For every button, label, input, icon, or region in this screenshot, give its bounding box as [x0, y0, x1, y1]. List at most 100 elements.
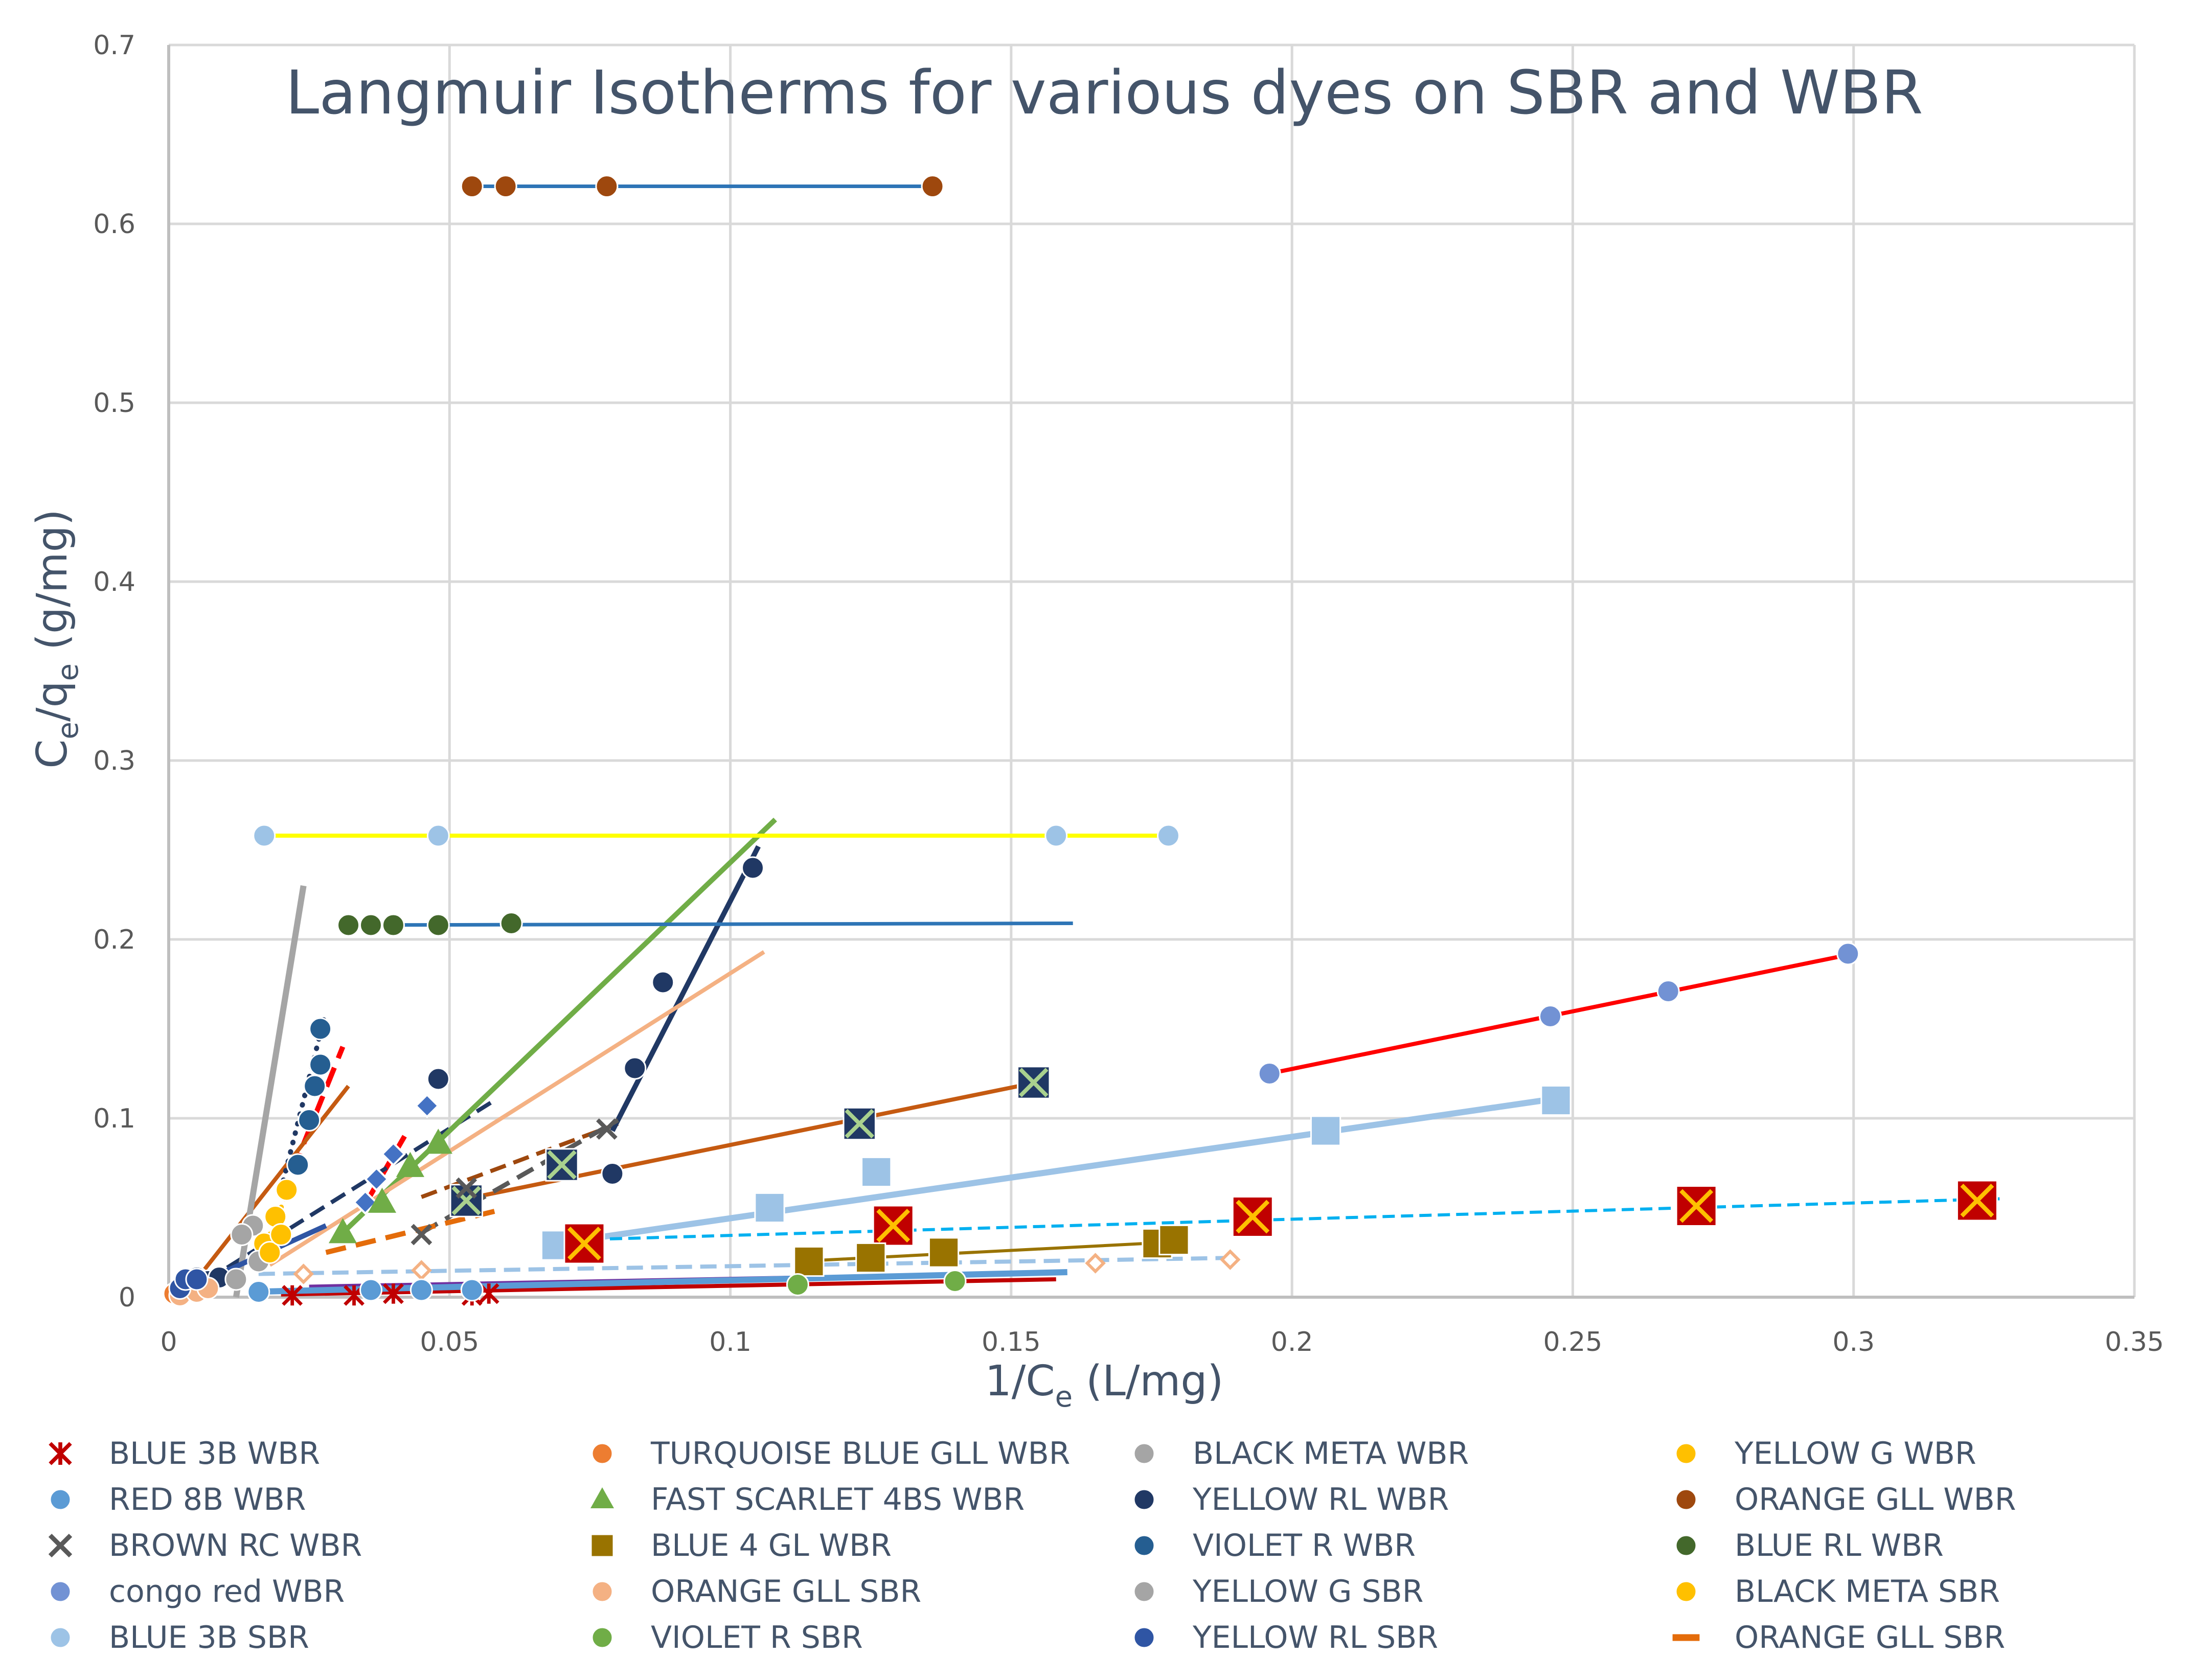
y-axis-label: Ce/qe (g/mg) — [28, 509, 85, 769]
legend-label: BROWN RC WBR — [109, 1528, 362, 1563]
data-point — [269, 1223, 293, 1246]
y-axis-label-sub1: e — [52, 722, 85, 739]
series-10 — [286, 1017, 332, 1177]
series-17 — [786, 1270, 967, 1296]
y-axis-label-sub2: e — [52, 663, 85, 681]
data-point — [230, 1223, 254, 1246]
legend-marker — [591, 1580, 613, 1603]
legend-entry: BLACK META SBR — [1675, 1574, 2000, 1609]
series-extra-0 — [540, 1085, 1572, 1261]
series-9 — [793, 1224, 1190, 1277]
x-tick-label: 0 — [160, 1327, 177, 1357]
series-16 — [253, 824, 1180, 847]
data-point — [286, 1153, 310, 1177]
y-tick-label: 0.6 — [93, 209, 135, 240]
data-point — [247, 1280, 270, 1303]
data-point — [381, 1141, 406, 1167]
series-11 — [337, 912, 523, 937]
legend-label: ORANGE GLL WBR — [1735, 1482, 2016, 1517]
data-point — [298, 1109, 321, 1132]
y-axis-label-unit: (g/mg) — [28, 509, 77, 663]
data-point — [411, 1260, 432, 1281]
series-4 — [247, 1278, 484, 1303]
legend-entry: FAST SCARLET 4BS WBR — [590, 1482, 1025, 1517]
series-5 — [328, 1129, 452, 1244]
data-point — [224, 1268, 248, 1291]
data-point — [456, 1177, 477, 1199]
data-point — [337, 913, 360, 937]
y-tick-label: 0.1 — [93, 1103, 135, 1134]
data-point — [409, 1278, 433, 1302]
data-point — [1836, 942, 1860, 965]
legend-marker — [591, 1442, 613, 1465]
legend-entry: ORANGE GLL SBR — [591, 1574, 921, 1609]
legend-label: VIOLET R WBR — [1193, 1528, 1416, 1563]
legend-label: ORANGE GLL SBR — [651, 1574, 921, 1609]
legend-label: TURQUOISE BLUE GLL WBR — [650, 1436, 1071, 1471]
legend-entry: VIOLET R SBR — [591, 1620, 863, 1655]
data-point — [293, 1263, 314, 1284]
data-point — [258, 1241, 282, 1264]
data-point-cross — [1960, 1184, 1994, 1217]
series-8 — [411, 1118, 618, 1246]
legend-entry: ORANGE GLL WBR — [1675, 1482, 2016, 1517]
legend-marker — [590, 1487, 614, 1508]
legend-label: BLUE 3B SBR — [109, 1620, 309, 1655]
series-6 — [426, 856, 765, 1185]
data-point — [1258, 1062, 1281, 1085]
data-point-cross — [876, 1209, 911, 1242]
x-tick-label: 0.3 — [1832, 1327, 1875, 1357]
legend-marker — [1672, 1634, 1700, 1641]
trendline-extra-1 — [573, 1197, 2000, 1241]
legend-entry: BLACK META WBR — [1133, 1436, 1469, 1471]
data-point — [414, 1093, 440, 1118]
legend-marker — [49, 1442, 72, 1465]
legend-marker — [1133, 1534, 1155, 1557]
series-extra-4 — [293, 1249, 1241, 1284]
data-point — [381, 913, 405, 937]
data-point — [185, 1268, 209, 1291]
x-tick-label: 0.05 — [420, 1327, 479, 1357]
legend-label: YELLOW G WBR — [1734, 1436, 1976, 1471]
y-tick-label: 0 — [119, 1282, 135, 1313]
data-point — [383, 1283, 404, 1304]
y-tick-label: 0.5 — [93, 388, 135, 419]
legend-entry: YELLOW G SBR — [1133, 1574, 1423, 1609]
data-point — [943, 1270, 967, 1293]
legend-marker — [1133, 1442, 1155, 1465]
legend-marker — [591, 1626, 613, 1649]
legend-label: BLUE 3B WBR — [109, 1436, 320, 1471]
data-point — [426, 913, 450, 937]
data-points — [163, 175, 1998, 1307]
axes — [167, 45, 2134, 1299]
legend-marker — [1675, 1488, 1697, 1511]
x-tick-label: 0.2 — [1271, 1327, 1313, 1357]
data-point — [1156, 824, 1180, 847]
legend-entry: BLUE RL WBR — [1675, 1528, 1944, 1563]
legend-entry: ORANGE GLL SBR — [1672, 1620, 2005, 1655]
data-point — [1656, 980, 1680, 1003]
trendline-6 — [610, 845, 761, 1132]
data-point — [303, 1074, 327, 1098]
legend-marker — [1675, 1534, 1697, 1557]
x-axis-label: 1/Ce (L/mg) — [985, 1357, 1224, 1414]
legend-entry: BROWN RC WBR — [48, 1528, 362, 1563]
data-point — [1540, 1085, 1572, 1116]
series-extra-2 — [449, 1066, 1051, 1217]
trendline-extra-0 — [556, 1095, 1557, 1247]
legend: BLUE 3B WBR TURQUOISE BLUE GLL WBR BLACK M… — [48, 1436, 2016, 1655]
data-point — [623, 1056, 647, 1080]
data-point — [499, 912, 523, 935]
data-point-cross — [547, 1150, 577, 1180]
data-point — [793, 1246, 825, 1277]
data-point-cross — [451, 1186, 482, 1215]
legend-label: VIOLET R SBR — [651, 1620, 863, 1655]
x-tick-label: 0.25 — [1543, 1327, 1603, 1357]
data-point — [424, 1129, 452, 1154]
legend-label: YELLOW G SBR — [1192, 1574, 1423, 1609]
trendline-extra-6 — [290, 1046, 346, 1173]
legend-label: YELLOW RL WBR — [1192, 1482, 1449, 1517]
legend-marker — [48, 1533, 73, 1558]
data-point — [754, 1192, 785, 1224]
legend-entry: RED 8B WBR — [49, 1482, 306, 1517]
